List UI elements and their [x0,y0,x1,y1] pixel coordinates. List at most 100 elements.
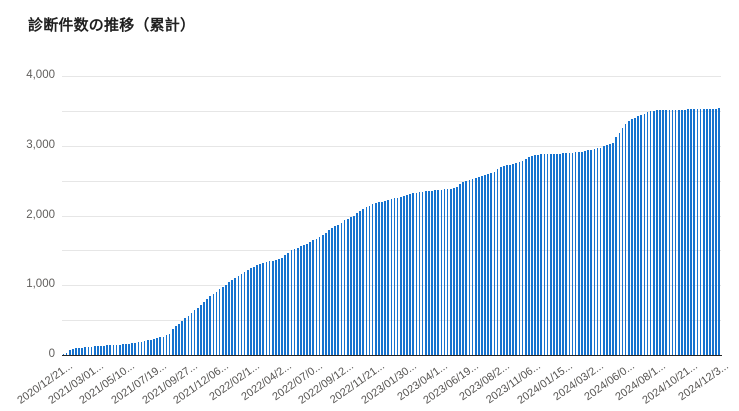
bar[interactable] [437,190,440,355]
bar[interactable] [240,274,243,355]
bar[interactable] [531,155,533,355]
bar[interactable] [634,117,636,355]
bar[interactable] [618,133,621,355]
bar[interactable] [374,202,377,355]
bar[interactable] [493,171,496,355]
bar[interactable] [165,335,168,355]
bar[interactable] [228,282,230,355]
bar[interactable] [506,165,508,355]
bar[interactable] [693,109,696,355]
bar[interactable] [306,243,308,355]
bar[interactable] [671,109,674,355]
bar[interactable] [680,109,683,355]
bar[interactable] [346,218,349,355]
bar[interactable] [446,189,449,355]
bar[interactable] [78,347,80,355]
bar[interactable] [581,151,583,355]
bar[interactable] [424,191,427,355]
bar[interactable] [159,337,162,355]
bar[interactable] [274,259,277,355]
bar[interactable] [109,345,112,355]
bar[interactable] [396,197,399,355]
bar[interactable] [659,109,661,355]
bar[interactable] [131,343,133,355]
bar[interactable] [156,338,158,355]
bar[interactable] [349,217,352,355]
bar[interactable] [287,252,290,355]
bar[interactable] [96,345,99,355]
bar[interactable] [153,338,155,355]
bar[interactable] [112,345,115,355]
bar[interactable] [624,124,627,355]
bar[interactable] [93,346,96,355]
bar[interactable] [365,207,368,355]
bar[interactable] [128,343,130,355]
bar[interactable] [534,154,536,355]
bar[interactable] [709,108,711,355]
bar[interactable] [477,176,480,355]
bar[interactable] [225,284,227,355]
bar[interactable] [150,339,152,355]
bar[interactable] [140,341,143,355]
bar[interactable] [162,336,165,355]
bar[interactable] [599,147,602,355]
bar[interactable] [68,350,71,355]
bar[interactable] [62,354,65,355]
bar[interactable] [115,344,118,355]
bar[interactable] [652,110,655,355]
bar[interactable] [187,315,190,355]
bar[interactable] [203,302,205,355]
bar[interactable] [271,260,274,355]
bar[interactable] [134,342,137,355]
bar[interactable] [368,205,371,355]
bar[interactable] [615,136,618,355]
bar[interactable] [200,304,202,355]
bar[interactable] [196,307,199,355]
bar[interactable] [246,269,249,355]
bar[interactable] [206,299,208,355]
bar[interactable] [559,153,561,355]
bar[interactable] [537,154,540,355]
bar[interactable] [665,109,668,355]
bar[interactable] [393,198,396,355]
bar[interactable] [353,215,355,355]
bar[interactable] [315,238,318,355]
bar[interactable] [481,176,483,355]
bar[interactable] [428,191,430,355]
bar[interactable] [418,192,421,355]
bar[interactable] [649,110,652,355]
bar[interactable] [415,192,418,355]
plot-area[interactable] [62,76,721,355]
bar[interactable] [549,153,552,355]
bar[interactable] [100,345,102,355]
bar[interactable] [571,152,574,355]
bar[interactable] [281,258,283,355]
bar[interactable] [621,128,624,355]
bar[interactable] [318,237,321,355]
bar[interactable] [321,234,324,355]
bar[interactable] [515,163,518,355]
bar[interactable] [221,287,224,355]
bar[interactable] [178,323,180,355]
bar[interactable] [387,199,390,355]
bar[interactable] [324,232,327,355]
bar[interactable] [337,224,340,355]
bar[interactable] [212,293,215,355]
bar[interactable] [546,154,549,355]
bar[interactable] [356,213,358,355]
bar[interactable] [577,152,580,355]
bar[interactable] [565,153,568,355]
bar[interactable] [562,153,564,355]
bar[interactable] [237,276,240,355]
bar[interactable] [490,172,493,355]
bar[interactable] [384,200,386,355]
bar[interactable] [602,146,605,355]
bar[interactable] [343,220,346,355]
bar[interactable] [118,344,121,355]
bar[interactable] [552,153,555,355]
bar[interactable] [690,109,693,355]
bar[interactable] [146,340,149,355]
bar[interactable] [431,190,433,355]
bar[interactable] [440,189,443,355]
bar[interactable] [331,228,333,355]
